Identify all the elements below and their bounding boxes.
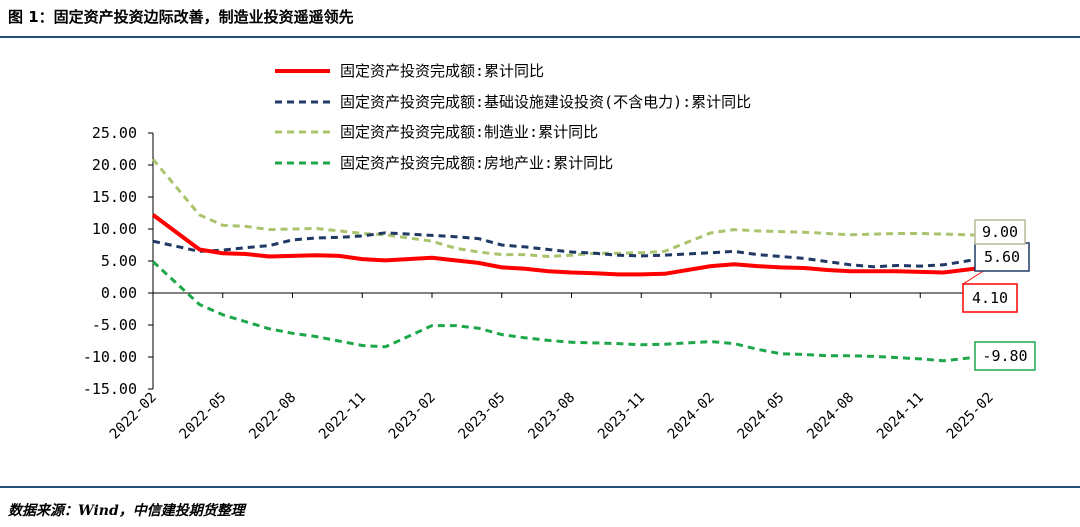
- y-tick-label: 0.00: [101, 284, 137, 302]
- end-value-label: -9.80: [982, 347, 1027, 365]
- end-label-box: [974, 242, 1030, 272]
- series-line-0: [151, 213, 991, 277]
- y-axis-ticks: 25.00 20.00 15.00 10.00 5.00 0.00 -5.00 -10.00 -…: [83, 124, 153, 398]
- end-value-label: 5.60: [984, 248, 1020, 266]
- y-tick-label: -15.00: [83, 380, 137, 398]
- chart-title: 图 1：固定资产投资边际改善，制造业投资遥遥领先: [8, 8, 354, 26]
- x-tick-label: 2023-11: [595, 390, 648, 443]
- y-tick-label: 5.00: [101, 252, 137, 270]
- end-label-box: [974, 219, 1026, 245]
- end-labels: 4.10 5.60 9.00 -9.80: [962, 219, 1036, 371]
- legend-label: 固定资产投资完成额:房地产业:累计同比: [340, 154, 613, 172]
- y-tick-label: 20.00: [92, 156, 137, 174]
- series-line-1: [152, 231, 991, 269]
- x-tick-label: 2023-02: [386, 390, 439, 443]
- x-tick-label: 2022-05: [177, 390, 230, 443]
- end-value-label: 9.00: [982, 223, 1018, 241]
- top-rule: [0, 36, 1080, 38]
- y-tick-label: 15.00: [92, 188, 137, 206]
- y-tick-label: -10.00: [83, 348, 137, 366]
- end-label-box: [962, 283, 1018, 313]
- bottom-rule: [0, 486, 1080, 488]
- legend-label: 固定资产投资完成额:基础设施建设投资(不含电力):累计同比: [340, 93, 751, 111]
- x-tick-label: 2024-11: [874, 390, 927, 443]
- x-tick-label: 2023-08: [525, 390, 578, 443]
- x-axis-ticks: 2022-02 2022-05 2022-08 2022-11 2023-02 2023-…: [107, 293, 997, 443]
- legend-label: 固定资产投资完成额:累计同比: [340, 62, 544, 80]
- end-value-label: 4.10: [972, 289, 1008, 307]
- x-tick-label: 2025-02: [944, 390, 997, 443]
- x-tick-label: 2024-08: [804, 390, 857, 443]
- data-source: 数据来源：Wind，中信建投期货整理: [8, 503, 245, 519]
- end-label-box: [974, 341, 1036, 371]
- y-tick-label: 25.00: [92, 124, 137, 142]
- legend-label: 固定资产投资完成额:制造业:累计同比: [340, 123, 598, 141]
- y-tick-label: 10.00: [92, 220, 137, 238]
- x-tick-label: 2024-05: [735, 390, 788, 443]
- y-tick-label: -5.00: [92, 316, 137, 334]
- x-tick-label: 2024-02: [665, 390, 718, 443]
- x-tick-label: 2022-11: [316, 390, 369, 443]
- legend: 固定资产投资完成额:累计同比固定资产投资完成额:基础设施建设投资(不含电力):累…: [275, 62, 751, 172]
- series-lines: [151, 158, 991, 363]
- line-chart: 25.00 20.00 15.00 10.00 5.00 0.00 -5.00 -10.00 -…: [83, 62, 1036, 443]
- series-line-2: [151, 158, 991, 258]
- x-tick-label: 2022-08: [246, 390, 299, 443]
- series-line-3: [151, 260, 991, 363]
- x-tick-label: 2023-05: [456, 390, 509, 443]
